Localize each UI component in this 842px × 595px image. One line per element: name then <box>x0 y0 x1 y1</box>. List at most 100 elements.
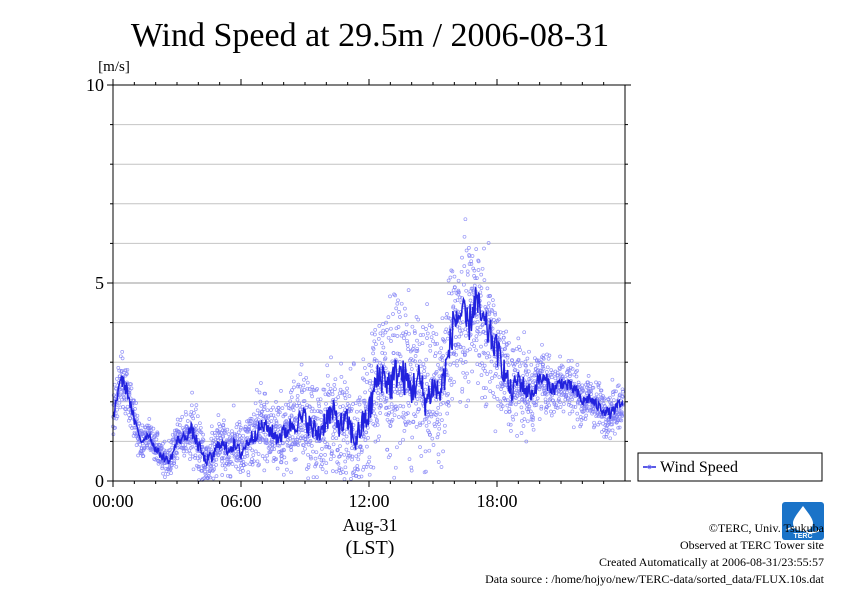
data-point <box>430 325 433 328</box>
data-point <box>568 412 571 415</box>
data-point <box>256 415 259 418</box>
data-point <box>339 445 342 448</box>
data-point <box>536 397 539 400</box>
data-point <box>358 396 361 399</box>
data-point <box>496 367 499 370</box>
data-point <box>587 374 590 377</box>
data-point <box>505 330 508 333</box>
series-line <box>113 287 623 465</box>
data-point <box>545 411 548 414</box>
data-point <box>521 411 524 414</box>
data-point <box>523 331 526 334</box>
data-point <box>562 410 565 413</box>
data-point <box>494 313 497 316</box>
data-point <box>346 387 349 390</box>
data-point <box>397 416 400 419</box>
data-point <box>397 299 400 302</box>
data-point <box>509 429 512 432</box>
data-point <box>264 457 267 460</box>
data-point <box>373 412 376 415</box>
data-point <box>460 270 463 273</box>
data-point <box>506 404 509 407</box>
data-point <box>399 404 402 407</box>
data-point <box>363 367 366 370</box>
data-point <box>595 381 598 384</box>
data-point <box>370 385 373 388</box>
data-point <box>326 364 329 367</box>
data-point <box>487 302 490 305</box>
data-point <box>215 463 218 466</box>
data-point <box>434 352 437 355</box>
data-point <box>343 394 346 397</box>
data-point <box>293 386 296 389</box>
data-point <box>344 397 347 400</box>
data-point <box>254 450 257 453</box>
data-point <box>409 363 412 366</box>
data-point <box>390 340 393 343</box>
data-point <box>281 407 284 410</box>
data-point <box>235 426 238 429</box>
data-point <box>247 474 250 477</box>
data-point <box>523 418 526 421</box>
x-tick-label: 06:00 <box>220 491 261 511</box>
data-point <box>421 342 424 345</box>
data-point <box>198 422 201 425</box>
data-point <box>454 336 457 339</box>
data-point <box>469 299 472 302</box>
x-tick-label: 00:00 <box>92 491 133 511</box>
data-point <box>332 443 335 446</box>
data-point <box>232 404 235 407</box>
data-point <box>192 468 195 471</box>
data-point <box>306 381 309 384</box>
data-point <box>315 476 318 479</box>
data-point <box>181 415 184 418</box>
data-point <box>554 377 557 380</box>
data-point <box>403 337 406 340</box>
data-point <box>335 437 338 440</box>
data-point <box>453 275 456 278</box>
data-point <box>261 455 264 458</box>
data-point <box>242 434 245 437</box>
data-point <box>550 414 553 417</box>
data-point <box>480 345 483 348</box>
data-point <box>544 398 547 401</box>
data-point <box>316 417 319 420</box>
data-point <box>347 451 350 454</box>
data-point <box>438 427 441 430</box>
data-point <box>365 381 368 384</box>
data-point <box>343 453 346 456</box>
data-point <box>194 408 197 411</box>
data-point <box>421 421 424 424</box>
data-point <box>376 392 379 395</box>
data-point <box>356 418 359 421</box>
legend: Wind Speed <box>638 453 822 481</box>
smoothed-line <box>113 287 623 465</box>
chart-title: Wind Speed at 29.5m / 2006-08-31 <box>131 17 609 54</box>
data-point <box>266 454 269 457</box>
data-point <box>291 436 294 439</box>
data-point <box>426 303 429 306</box>
data-point <box>422 363 425 366</box>
data-point <box>481 396 484 399</box>
data-point <box>348 395 351 398</box>
data-point <box>371 332 374 335</box>
data-point <box>446 412 449 415</box>
data-point <box>441 359 444 362</box>
data-point <box>366 372 369 375</box>
data-point <box>457 279 460 282</box>
data-point <box>465 249 468 252</box>
data-point <box>576 412 579 415</box>
data-point <box>441 317 444 320</box>
data-point <box>440 347 443 350</box>
data-point <box>479 364 482 367</box>
data-point <box>484 343 487 346</box>
data-point <box>280 389 283 392</box>
data-point <box>337 396 340 399</box>
data-point <box>410 469 413 472</box>
data-point <box>224 468 227 471</box>
data-point <box>461 390 464 393</box>
data-point <box>572 426 575 429</box>
data-point <box>307 477 310 480</box>
data-point <box>419 446 422 449</box>
footer-source: Data source : /home/hojyo/new/TERC-data/… <box>485 572 824 587</box>
